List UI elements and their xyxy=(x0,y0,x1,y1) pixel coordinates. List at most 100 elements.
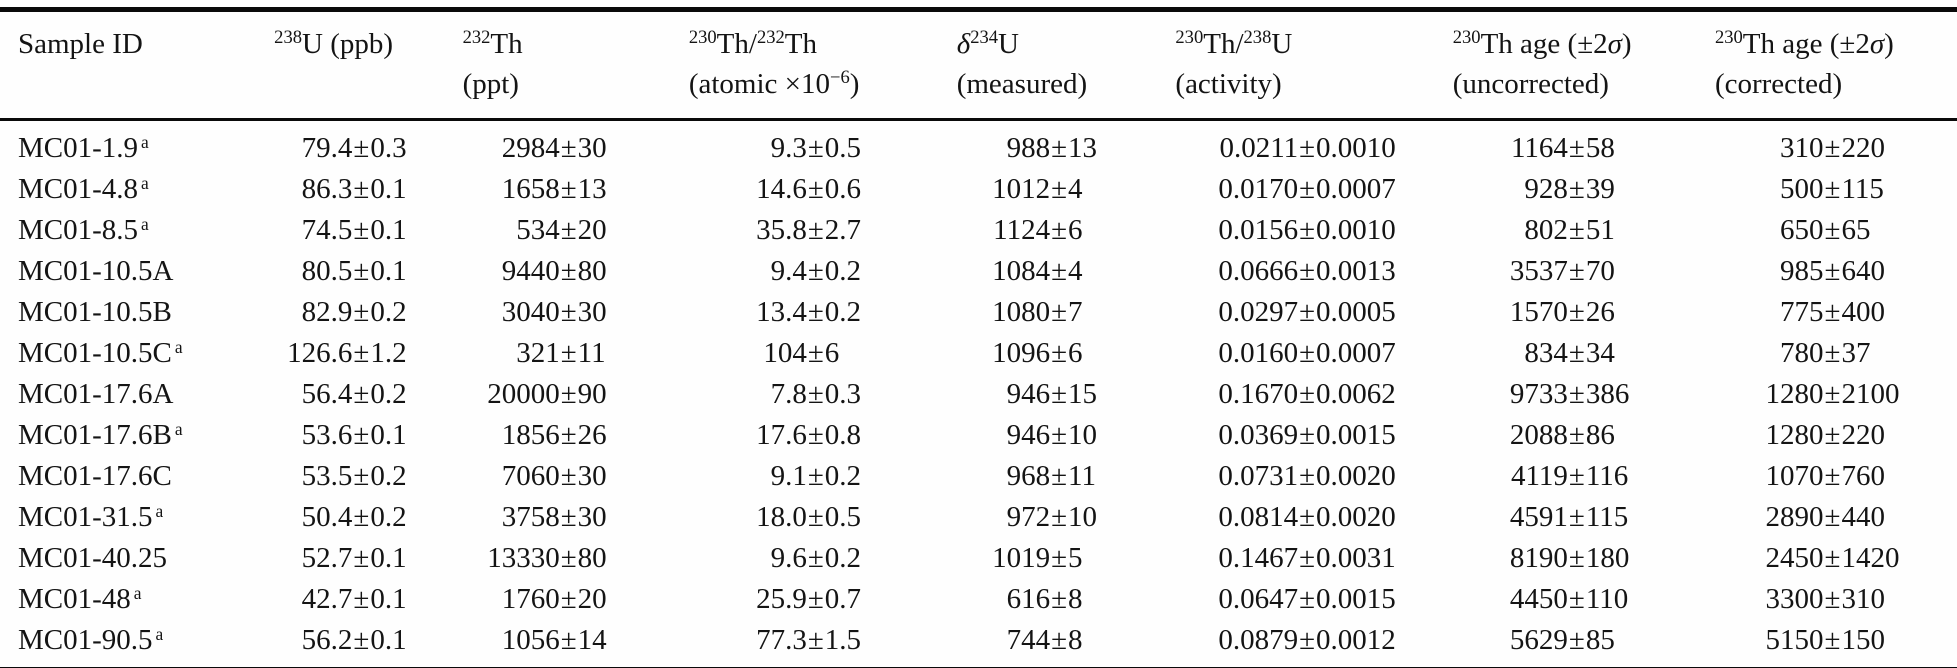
value-cell-th232-ppt: 3040 ±30 xyxy=(501,296,607,328)
column-header-line1: 238U (ppb) xyxy=(274,26,394,60)
sample-id-cell: MC01-17.6B a xyxy=(0,415,267,456)
table-header: Sample ID 238U (ppb) 232Th (ppt) 230Th/232Th… xyxy=(0,9,1957,121)
value-cell-d234u-measured: 1096 ±6 xyxy=(992,337,1083,369)
value-cell-th230-age-corrected: 1280 ±220 xyxy=(1765,419,1885,451)
value-cell-th230-u238-activity: 0.1467 ±0.0031 xyxy=(1218,542,1396,574)
value-cell-d234u-measured: 1012 ±4 xyxy=(992,173,1083,205)
column-header-line2: (uncorrected) xyxy=(1452,68,1609,100)
value-cell-th230-age-uncorrected: 834 ±34 xyxy=(1524,337,1615,369)
value-cell-th230-age-uncorrected: 1570 ±26 xyxy=(1509,296,1615,328)
value-cell-th230-age-corrected: 780 ±37 xyxy=(1780,337,1871,369)
sample-id-cell: MC01-10.5B xyxy=(0,292,267,333)
value-cell-th230-u238-activity: 0.0211 ±0.0010 xyxy=(1219,132,1396,164)
column-header-th232-ppt: 232Th (ppt) xyxy=(455,9,682,121)
sample-id-cell: MC01-4.8 a xyxy=(0,169,267,210)
value-cell-u238-ppb: 53.6 ±0.1 xyxy=(301,419,407,451)
value-cell-th230-th232-atomic: 7.8 ±0.3 xyxy=(770,378,861,410)
value-cell-th230-th232-atomic: 18.0 ±0.5 xyxy=(756,501,861,533)
value-cell-th230-age-corrected: 5150 ±150 xyxy=(1765,624,1885,656)
value-cell-d234u-measured: 1124 ±6 xyxy=(993,214,1083,246)
value-cell-th230-th232-atomic: 13.4 ±0.2 xyxy=(756,296,861,328)
value-cell-th232-ppt: 13330 ±80 xyxy=(487,542,607,574)
sample-id-label: MC01-10.5A xyxy=(18,255,174,287)
value-cell-th230-th232-atomic: 77.3 ±1.5 xyxy=(756,624,861,656)
value-cell-th230-age-corrected: 650 ±65 xyxy=(1780,214,1871,246)
sample-id-cell: MC01-8.5 a xyxy=(0,210,267,251)
footnote-flag: a xyxy=(174,419,183,440)
column-header-line1: 230Th age (±2σ) xyxy=(1452,26,1632,60)
value-cell-u238-ppb: 42.7 ±0.1 xyxy=(301,583,407,615)
table-body: MC01-1.9 a 79.4 ±0.3 2984 ±30 9.3 ±0.5 988 ±13 0.0… xyxy=(0,120,1957,668)
value-cell-th230-u238-activity: 0.0369 ±0.0015 xyxy=(1218,419,1396,451)
value-cell-th230-th232-atomic: 25.9 ±0.7 xyxy=(756,583,861,615)
value-cell-th230-age-uncorrected: 1164 ±58 xyxy=(1510,132,1615,164)
value-cell-th230-u238-activity: 0.0731 ±0.0020 xyxy=(1218,460,1396,492)
value-cell-th230-age-corrected: 775 ±400 xyxy=(1780,296,1885,328)
value-cell-th232-ppt: 2984 ±30 xyxy=(501,132,607,164)
sample-id-label: MC01-10.5C xyxy=(18,337,172,369)
value-cell-th230-age-corrected: 3300 ±310 xyxy=(1765,583,1885,615)
column-header-sample-id: Sample ID xyxy=(0,9,268,121)
column-header-d234u-measured: δ234U (measured) xyxy=(949,9,1169,121)
value-cell-u238-ppb: 80.5 ±0.1 xyxy=(301,255,407,287)
column-header-line1: 230Th/238U xyxy=(1175,26,1293,60)
column-header-u238-ppb: 238U (ppb) xyxy=(267,9,456,121)
sample-id-cell: MC01-1.9 a xyxy=(0,120,267,169)
value-cell-th230-th232-atomic: 35.8 ±2.7 xyxy=(756,214,861,246)
value-cell-th230-th232-atomic: 17.6 ±0.8 xyxy=(756,419,861,451)
footnote-flag: a xyxy=(155,501,164,522)
value-cell-th230-u238-activity: 0.0879 ±0.0012 xyxy=(1218,624,1396,656)
value-cell-th230-age-corrected: 985 ±640 xyxy=(1780,255,1885,287)
value-cell-th230-age-uncorrected: 9733 ±386 xyxy=(1509,378,1630,410)
table-row: MC01-1.9 a 79.4 ±0.3 2984 ±30 9.3 ±0.5 988 ±13 0.0… xyxy=(0,120,1957,169)
sample-id-cell: MC01-10.5C a xyxy=(0,333,267,374)
value-cell-th230-age-corrected: 1070 ±760 xyxy=(1765,460,1885,492)
value-cell-d234u-measured: 1084 ±4 xyxy=(992,255,1083,287)
value-cell-u238-ppb: 53.5 ±0.2 xyxy=(301,460,407,492)
value-cell-th230-th232-atomic: 9.1 ±0.2 xyxy=(770,460,861,492)
value-cell-th230-u238-activity: 0.0647 ±0.0015 xyxy=(1218,583,1396,615)
value-cell-th232-ppt: 1760 ±20 xyxy=(501,583,607,615)
value-cell-u238-ppb: 56.2 ±0.1 xyxy=(301,624,407,656)
footnote-flag: a xyxy=(155,624,164,645)
column-header-line2: (corrected) xyxy=(1714,68,1843,100)
column-header-th230-u238-activity: 230Th/238U (activity) xyxy=(1168,9,1446,121)
value-cell-u238-ppb: 50.4 ±0.2 xyxy=(301,501,407,533)
sample-id-label: MC01-8.5 xyxy=(18,214,139,246)
value-cell-d234u-measured: 1080 ±7 xyxy=(992,296,1083,328)
column-header-line1: 230Th/232Th xyxy=(688,26,817,60)
column-header-th230-th232-atomic: 230Th/232Th (atomic ×10−6) xyxy=(681,9,950,121)
table-row: MC01-4.8 a 86.3 ±0.1 1658 ±13 14.6 ±0.6 1012 ±4 0.… xyxy=(0,169,1957,210)
footnote-flag: a xyxy=(141,214,149,235)
sample-id-cell: MC01-17.6A xyxy=(0,374,267,415)
table-row: MC01-17.6A 56.4 ±0.2 20000 ±90 7.8 ±0.3 946 ±15 0… xyxy=(0,374,1957,415)
value-cell-th230-age-uncorrected: 4450 ±110 xyxy=(1509,583,1629,615)
value-cell-u238-ppb: 126.6 ±1.2 xyxy=(287,337,407,369)
table-row: MC01-40.25 52.7 ±0.1 13330 ±80 9.6 ±0.2 1019 ±5 0… xyxy=(0,538,1957,579)
value-cell-d234u-measured: 972 ±10 xyxy=(1006,501,1098,533)
value-cell-d234u-measured: 1019 ±5 xyxy=(992,542,1083,574)
value-cell-d234u-measured: 988 ±13 xyxy=(1006,132,1098,164)
value-cell-th230-u238-activity: 0.0156 ±0.0010 xyxy=(1218,214,1396,246)
value-cell-th232-ppt: 1658 ±13 xyxy=(501,173,607,205)
column-header-th230-age-uncorrected: 230Th age (±2σ) (uncorrected) xyxy=(1445,9,1708,121)
sample-id-cell: MC01-17.6C xyxy=(0,456,267,497)
table-row: MC01-48 a 42.7 ±0.1 1760 ±20 25.9 ±0.7 616 ±8 0.06… xyxy=(0,579,1957,620)
footnote-flag: a xyxy=(174,337,183,358)
value-cell-th230-age-uncorrected: 5629 ±85 xyxy=(1509,624,1615,656)
value-cell-th230-age-uncorrected: 4119 ±116 xyxy=(1510,460,1629,492)
sample-id-cell: MC01-40.25 xyxy=(0,538,267,579)
uth-dating-data-table: Sample ID 238U (ppb) 232Th (ppt) 230Th/232Th… xyxy=(0,7,1957,668)
column-header-line2: (atomic ×10−6) xyxy=(688,66,860,100)
table-row: MC01-10.5B 82.9 ±0.2 3040 ±30 13.4 ±0.2 1080 ±7 0… xyxy=(0,292,1957,333)
value-cell-u238-ppb: 52.7 ±0.1 xyxy=(301,542,407,574)
table-row: MC01-10.5C a 126.6 ±1.2 321 ±11 104 ±6 1096 ±6 0.0… xyxy=(0,333,1957,374)
value-cell-th230-th232-atomic: 9.4 ±0.2 xyxy=(770,255,861,287)
value-cell-th230-age-corrected: 310 ±220 xyxy=(1780,132,1885,164)
value-cell-th230-u238-activity: 0.1670 ±0.0062 xyxy=(1218,378,1396,410)
sample-id-label: MC01-31.5 xyxy=(18,501,153,533)
value-cell-th230-age-uncorrected: 8190 ±180 xyxy=(1509,542,1630,574)
sample-id-label: MC01-17.6C xyxy=(18,460,172,492)
column-header-line1: δ234U xyxy=(956,26,1019,60)
value-cell-u238-ppb: 86.3 ±0.1 xyxy=(301,173,407,205)
